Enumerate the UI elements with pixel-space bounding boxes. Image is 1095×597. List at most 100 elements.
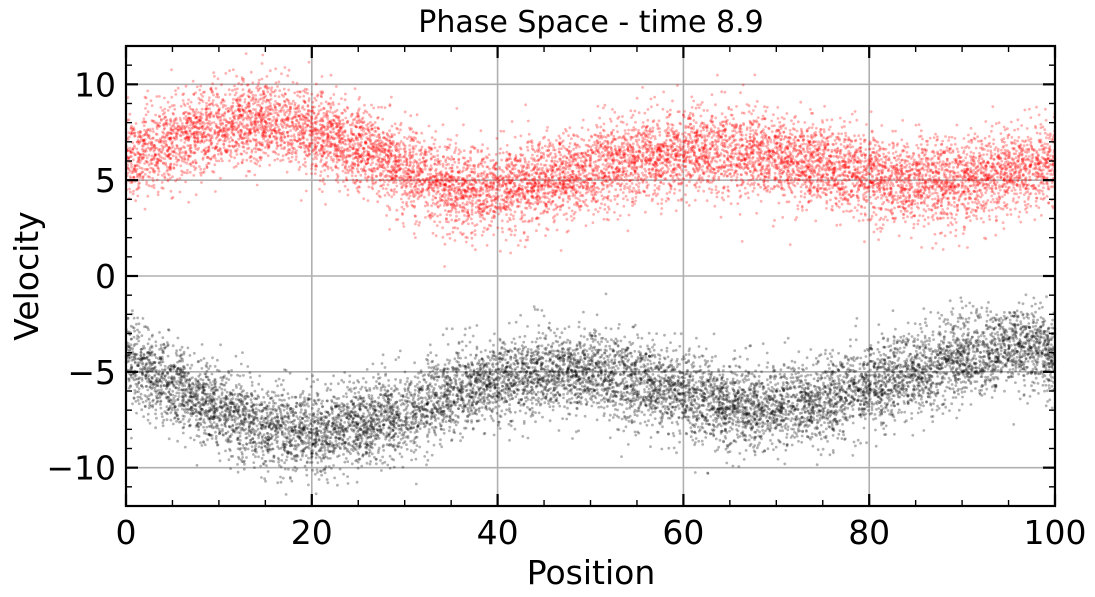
scatter-point	[443, 265, 446, 268]
scatter-point	[930, 150, 934, 154]
scatter-point	[282, 87, 286, 91]
scatter-point	[690, 148, 693, 152]
scatter-point	[925, 168, 929, 172]
scatter-point	[798, 174, 801, 178]
scatter-point	[840, 202, 844, 206]
scatter-point	[717, 127, 720, 130]
scatter-point	[973, 132, 977, 136]
scatter-point	[1044, 159, 1048, 163]
scatter-point	[951, 150, 955, 154]
scatter-point	[433, 146, 437, 150]
scatter-point	[407, 154, 411, 158]
scatter-point	[638, 146, 642, 150]
scatter-point	[408, 148, 412, 152]
scatter-point	[457, 182, 461, 186]
scatter-point	[736, 158, 740, 162]
scatter-point	[493, 198, 496, 202]
scatter-point	[644, 210, 647, 214]
scatter-point	[742, 180, 745, 184]
scatter-point	[488, 194, 492, 198]
scatter-point	[447, 173, 451, 177]
scatter-point	[806, 134, 810, 138]
scatter-point	[653, 189, 657, 192]
scatter-point	[218, 126, 222, 129]
scatter-point	[546, 186, 550, 189]
scatter-point	[322, 151, 326, 155]
scatter-point	[1021, 182, 1025, 186]
scatter-point	[1038, 148, 1041, 152]
scatter-point	[1039, 123, 1043, 126]
scatter-point	[676, 84, 679, 87]
scatter-point	[969, 184, 973, 188]
scatter-point	[390, 95, 393, 99]
scatter-point	[683, 131, 687, 135]
scatter-point	[180, 130, 183, 134]
scatter-point	[754, 105, 757, 108]
scatter-point	[759, 185, 762, 189]
scatter-point	[856, 156, 860, 160]
scatter-point	[377, 189, 381, 193]
scatter-point	[869, 164, 873, 168]
scatter-point	[990, 194, 994, 198]
scatter-point	[541, 171, 545, 175]
scatter-point	[513, 233, 517, 237]
scatter-point	[850, 174, 854, 178]
scatter-point	[149, 99, 153, 103]
scatter-point	[312, 157, 315, 161]
scatter-point	[849, 145, 852, 149]
scatter-point	[922, 168, 926, 172]
scatter-point	[864, 148, 868, 151]
scatter-point	[950, 203, 953, 207]
scatter-point	[1024, 207, 1027, 211]
scatter-point	[982, 153, 985, 157]
scatter-point	[624, 132, 628, 135]
scatter-point	[1028, 155, 1031, 158]
scatter-point	[956, 208, 960, 212]
scatter-point	[724, 115, 727, 119]
scatter-point	[403, 110, 407, 114]
scatter-point	[429, 172, 432, 176]
scatter-point	[629, 153, 633, 156]
scatter-point	[1003, 204, 1007, 208]
scatter-point	[962, 225, 966, 229]
scatter-point	[653, 95, 656, 99]
scatter-point	[960, 169, 964, 173]
scatter-point	[795, 129, 799, 133]
scatter-point	[353, 142, 357, 146]
scatter-point	[946, 223, 950, 227]
scatter-point	[950, 143, 953, 147]
scatter-point	[592, 213, 595, 216]
scatter-point	[501, 180, 505, 184]
scatter-point	[939, 217, 942, 221]
scatter-point	[293, 138, 297, 142]
scatter-point	[770, 130, 774, 134]
scatter-point	[659, 180, 663, 184]
scatter-point	[241, 88, 245, 91]
scatter-point	[558, 136, 562, 140]
scatter-point	[793, 177, 797, 181]
scatter-point	[711, 130, 714, 134]
scatter-point	[513, 167, 517, 171]
scatter-point	[805, 142, 808, 146]
scatter-point	[998, 188, 1002, 192]
scatter-point	[931, 197, 934, 201]
scatter-point	[710, 191, 713, 195]
scatter-point	[288, 148, 292, 152]
scatter-point	[443, 204, 446, 207]
scatter-point	[661, 107, 665, 111]
scatter-point	[699, 129, 703, 133]
scatter-point	[175, 144, 179, 147]
scatter-point	[356, 163, 360, 167]
scatter-point	[398, 153, 402, 157]
scatter-point	[558, 208, 562, 212]
scatter-point	[199, 113, 203, 116]
scatter-point	[1001, 146, 1005, 149]
scatter-point	[220, 83, 223, 87]
scatter-point	[815, 126, 818, 130]
scatter-point	[502, 170, 505, 174]
scatter-point	[948, 180, 952, 184]
scatter-point	[757, 183, 761, 187]
scatter-point	[815, 188, 819, 191]
scatter-point	[879, 181, 883, 185]
